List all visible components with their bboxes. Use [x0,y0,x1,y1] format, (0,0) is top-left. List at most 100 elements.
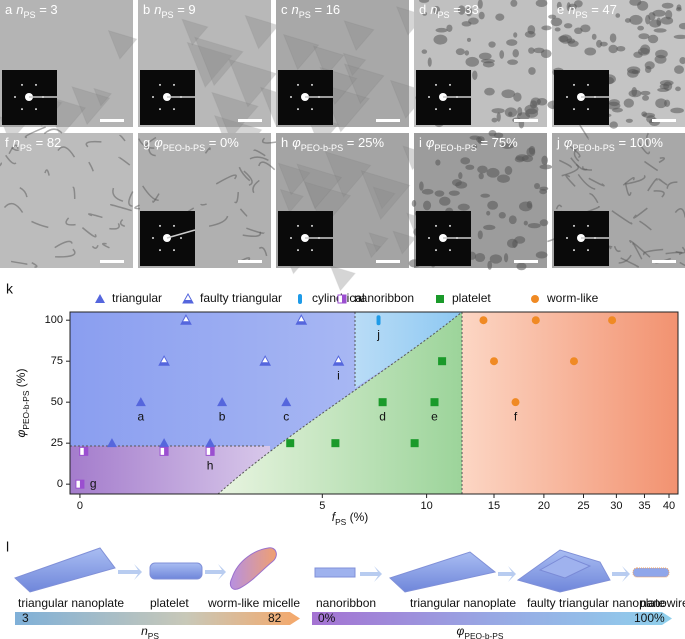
texture [629,239,651,258]
texture [460,157,471,165]
texture [392,230,417,255]
triangle-slab [389,551,497,593]
texture [24,126,46,139]
marker-fill [296,321,307,325]
marker [205,438,216,448]
marker [298,294,302,304]
rest: = 33 [450,2,479,17]
texture [503,253,509,263]
texture [591,33,597,40]
texture [433,34,448,45]
micrograph: i φPEO-b-PS = 75% [408,129,553,271]
texture [535,0,548,8]
inset-dot [311,108,313,111]
texture [506,39,518,46]
scale-bar [376,260,400,263]
subscript: PEO-b-PS [21,390,31,430]
y-tick-label: 100 [45,314,63,326]
texture [148,145,156,157]
inset-dot [311,224,313,227]
marker [531,295,539,303]
texture [419,0,430,3]
subscript: PEO-b-PS [572,143,614,153]
region-cylindrical [355,312,462,388]
texture [458,172,463,180]
marker [217,397,228,407]
texture [501,142,515,149]
micrograph: c nPS = 16 [276,0,429,148]
texture [65,217,76,226]
texture [152,193,160,203]
inset-dot [449,249,451,252]
texture [55,248,76,258]
marker-fill [333,362,344,366]
n-bar [15,612,300,625]
panel-letter: h [281,135,288,150]
texture [495,13,505,21]
rest: = 82 [32,135,61,150]
symbol: n [568,2,575,17]
subscript: PS [23,10,35,20]
texture [433,5,441,14]
subscript: PS [148,631,160,639]
texture [253,149,266,157]
texture [679,56,685,65]
texture [194,36,244,87]
texture [489,254,503,264]
bar-end: 100% [634,611,665,625]
texture [422,11,428,16]
stage-label: nanoribbon [316,596,376,610]
marker-fill [180,321,191,325]
texture [81,227,97,238]
marker [337,294,347,304]
x-tick-label: 35 [638,500,650,512]
texture [555,204,563,210]
texture [516,262,527,271]
texture [568,3,577,10]
marker-fill [342,295,346,303]
inset-dot [587,249,589,252]
texture [439,196,451,206]
x-tick-label: 30 [610,500,622,512]
scale-bar [652,260,676,263]
stage-label: worm-like micelle [207,596,300,610]
texture [478,172,484,180]
subscript: PS [299,10,311,20]
texture [550,17,563,27]
subscript: PS [161,10,173,20]
panel-letter: b [143,2,150,17]
texture [487,260,493,270]
texture [480,58,495,64]
texture [19,187,28,198]
rest: = 16 [311,2,340,17]
texture [474,252,486,263]
subscript: PS [335,517,347,527]
texture [423,200,432,211]
inset-dot [297,224,299,227]
stage-label: nanowire [640,596,685,610]
texture [435,159,441,166]
boundary [217,312,463,494]
texture [609,33,617,43]
inset-dot [573,108,575,111]
texture [528,67,536,75]
image [0,133,133,268]
label: d nPS = 33 [419,2,479,20]
inset-dot [449,83,451,86]
texture [606,101,621,110]
texture [480,193,491,198]
texture [645,132,649,146]
texture [637,25,644,31]
texture [478,52,492,60]
x-tick-label: 0 [77,500,83,512]
stage-label: faulty triangular nanoplate [527,596,665,610]
texture [631,86,638,97]
x-tick-label: 25 [577,500,589,512]
texture [631,70,640,75]
texture [258,246,268,257]
texture [539,164,553,170]
label: e nPS = 47 [557,2,617,20]
texture [54,240,73,249]
texture [421,49,428,54]
